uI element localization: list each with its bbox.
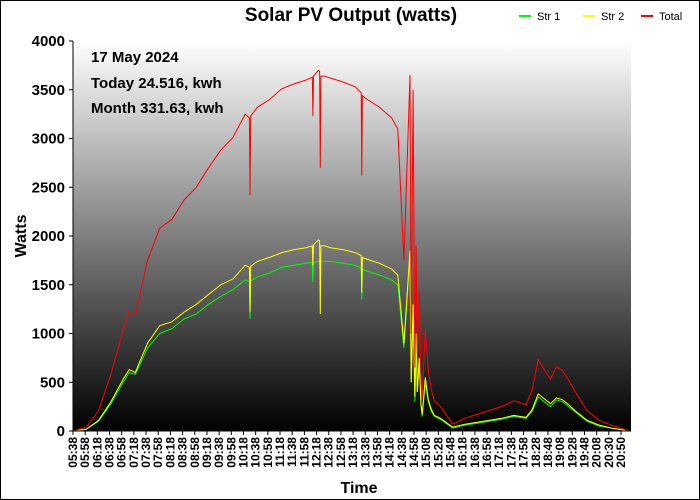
x-tick-label: 13:18	[346, 437, 360, 468]
x-tick-label: 05:58	[78, 437, 92, 468]
y-tick-label: 1000	[32, 326, 65, 343]
x-tick-label: 07:38	[139, 437, 153, 468]
x-tick-label: 17:18	[492, 437, 506, 468]
x-tick-label: 18:48	[541, 437, 555, 468]
x-tick-label: 10:38	[249, 437, 263, 468]
y-tick-label: 1500	[32, 277, 65, 294]
x-tick-label: 11:18	[273, 437, 287, 467]
series-layer	[72, 69, 630, 432]
x-tick-label: 08:38	[176, 437, 190, 468]
x-tick-label: 11:58	[297, 437, 311, 467]
x-tick-label: 15:08	[419, 437, 433, 468]
x-tick-label: 15:28	[431, 437, 445, 468]
x-tick-label: 17:58	[517, 437, 531, 468]
annotation-today-energy: Today 24.516, kwh	[91, 75, 222, 92]
y-tick-label: 3000	[32, 131, 65, 148]
x-tick-label: 08:58	[188, 437, 202, 468]
series-line-total	[72, 69, 630, 432]
x-tick-label: 14:58	[407, 437, 421, 468]
y-tick-label: 2500	[32, 179, 65, 196]
x-tick-label: 16:58	[480, 437, 494, 468]
x-tick-label: 20:30	[602, 437, 616, 468]
x-tick-label: 14:18	[383, 437, 397, 468]
x-tick-label: 19:08	[553, 437, 567, 468]
y-tick-label: 0	[57, 423, 65, 440]
legend: Str 1 Str 2 Total	[519, 11, 682, 23]
x-tick-label: 13:58	[370, 437, 384, 468]
y-tick-label: 500	[40, 374, 65, 391]
annotations: 17 May 2024 Today 24.516, kwh Month 331.…	[91, 49, 224, 117]
x-axis-title: Time	[340, 480, 377, 497]
x-tick-label: 20:08	[590, 437, 604, 468]
legend-label-total: Total	[659, 11, 682, 23]
x-tick-label: 09:58	[224, 437, 238, 468]
series-line-str-2	[72, 239, 630, 432]
x-tick-label: 12:58	[334, 437, 348, 468]
x-tick-label: 09:18	[200, 437, 214, 468]
x-tick-label: 07:18	[127, 437, 141, 468]
y-axis-title: Watts	[13, 214, 30, 257]
x-tick-label: 18:28	[529, 437, 543, 468]
x-tick-label: 16:38	[468, 437, 482, 468]
x-tick-label: 10:18	[236, 437, 250, 468]
x-tick-label: 16:18	[456, 437, 470, 468]
x-tick-label: 06:58	[115, 437, 129, 468]
x-tick-label: 20:50	[614, 437, 628, 468]
x-tick-label: 17:38	[504, 437, 518, 468]
x-tick-label: 11:38	[285, 437, 299, 467]
annotation-date: 17 May 2024	[91, 49, 179, 66]
x-tick-label: 08:18	[163, 437, 177, 468]
x-tick-label: 19:48	[577, 437, 591, 468]
x-tick-label: 14:38	[395, 437, 409, 468]
legend-label-str-2: Str 2	[601, 11, 624, 23]
x-tick-label: 06:38	[103, 437, 117, 468]
x-tick-label: 10:58	[261, 437, 275, 468]
legend-label-str-1: Str 1	[537, 11, 560, 23]
axes-layer: 0 500 1000 1500 2000 2500 3000 3500 4000 05:3805:…	[32, 33, 631, 468]
x-tick-label: 09:38	[212, 437, 226, 468]
series-line-str-1	[72, 255, 630, 432]
x-tick-label: 05:38	[66, 437, 80, 468]
x-tick-label: 15:48	[444, 437, 458, 468]
annotation-month-energy: Month 331.63, kwh	[91, 100, 224, 117]
chart-title: Solar PV Output (watts)	[245, 5, 457, 26]
y-tick-label: 2000	[32, 228, 65, 245]
x-tick-label: 06:18	[90, 437, 104, 468]
y-tick-label: 3500	[32, 82, 65, 99]
x-tick-label: 13:38	[358, 437, 372, 468]
x-tick-label: 12:18	[310, 437, 324, 468]
plot-area	[73, 41, 631, 431]
y-tick-label: 4000	[32, 33, 65, 50]
x-tick-label: 12:38	[322, 437, 336, 468]
x-tick-label: 19:28	[565, 437, 579, 468]
x-tick-label: 07:58	[151, 437, 165, 468]
